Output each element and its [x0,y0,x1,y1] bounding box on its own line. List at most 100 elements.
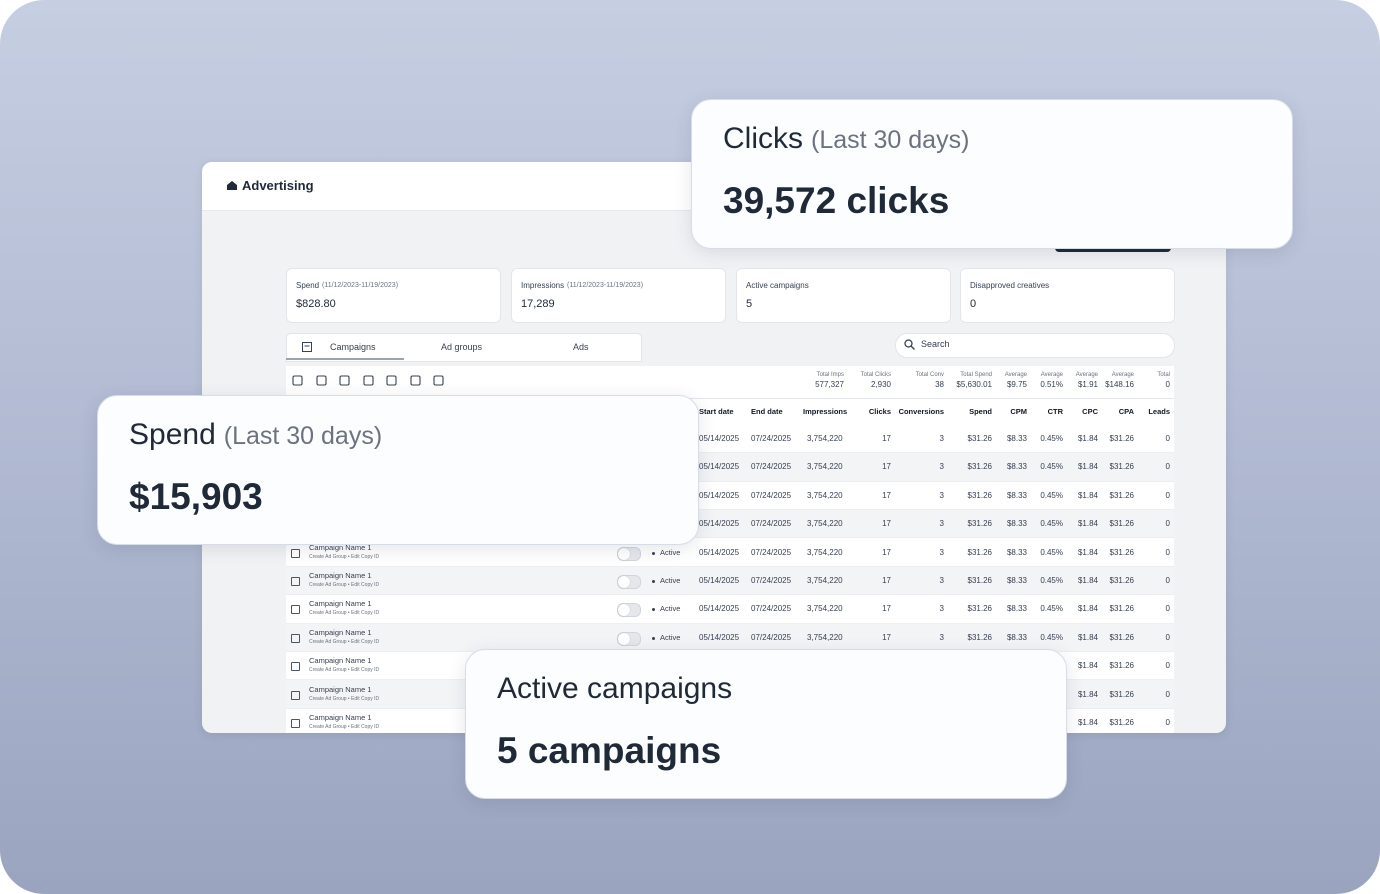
column-header: CPA [1118,407,1134,416]
table-cell: 05/14/2025 [699,490,740,500]
table-cell: 17 [882,576,891,585]
row-checkbox[interactable] [291,690,300,700]
table-cell: $31.26 [967,490,992,500]
table-cell: 0 [1165,689,1170,699]
campaign-links[interactable]: Create Ad Group • Edit Copy ID [309,638,380,645]
campaign-links[interactable]: Create Ad Group • Edit Copy ID [309,724,380,730]
metric-card: Spend (Last 30 days) $15,903 [97,395,699,545]
app-title: Advertising [242,178,314,193]
table-cell: 0 [1165,490,1170,500]
row-checkbox[interactable] [291,548,300,558]
row-checkbox[interactable] [291,605,300,615]
home-icon [227,181,237,190]
toolbar-icon[interactable] [362,375,374,386]
toolbar-icon[interactable] [292,375,303,386]
total-label: Average [1040,372,1063,378]
campaign-name[interactable]: Campaign Name 1 [309,599,372,609]
table-cell: $31.26 [1109,604,1134,614]
toolbar-icon[interactable] [386,375,397,386]
table-cell: $31.26 [967,462,992,472]
toolbar-icon[interactable] [409,375,421,386]
table-cell: $31.26 [1109,434,1134,443]
total-label: Average [1111,372,1134,378]
table-cell: 3 [939,490,944,500]
column-header: Leads [1148,407,1170,416]
tab-icon [302,342,312,352]
table-cell: 17 [882,547,891,557]
table-cell: $1.84 [1077,547,1098,557]
row-checkbox[interactable] [291,662,300,672]
table-cell: 0.45% [1040,576,1063,585]
total-label: Average [1075,372,1098,378]
table-cell: $8.33 [1006,490,1027,500]
metric-value: $15,903 [129,476,263,517]
toggle-knob [618,576,630,588]
table-cell: $31.26 [967,547,992,557]
stat-card: Disapproved creatives 0 [960,268,1175,323]
campaign-links[interactable]: Create Ad Group • Edit Copy ID [309,582,380,588]
row-checkbox[interactable] [291,577,300,586]
table-cell: 0 [1165,718,1170,727]
toolbar-icon[interactable] [315,375,327,386]
row-checkbox[interactable] [291,719,300,728]
search-box[interactable] [895,333,1175,358]
table-cell: 3,754,220 [807,576,843,585]
campaign-name[interactable]: Campaign Name 1 [309,627,372,637]
stat-value: 5 [746,298,753,310]
table-cell: 07/24/2025 [751,632,792,642]
tab[interactable]: Ad groups [441,342,483,352]
table-cell: 07/24/2025 [751,490,792,500]
row-checkbox[interactable] [291,633,300,643]
metric-label: Spend [129,418,216,451]
tab[interactable]: Campaigns [330,342,376,352]
table-cell: $31.26 [1109,632,1134,642]
total-label: Total Clicks [860,372,891,378]
metric-period: (Last 30 days) [223,422,383,450]
table-cell: 3,754,220 [807,547,843,557]
campaign-links[interactable]: Create Ad Group • Edit Copy ID [309,667,380,674]
table-cell: $8.33 [1006,434,1027,443]
table-cell: 05/14/2025 [699,632,740,642]
tab-underline [286,358,404,360]
total-value: 0.51% [1040,380,1063,389]
campaign-name[interactable]: Campaign Name 1 [309,713,372,722]
table-cell: $31.26 [1109,490,1134,500]
stat-value: 0 [970,298,977,310]
table-row [286,566,1174,596]
column-header: Conversions [898,407,944,416]
table-cell: 05/14/2025 [699,547,740,557]
campaign-links[interactable]: Create Ad Group • Edit Copy ID [309,610,380,617]
toolbar-icon[interactable] [339,375,350,386]
tab[interactable]: Ads [573,342,589,352]
table-cell: 0.45% [1040,519,1063,529]
table-cell: 3 [939,576,944,585]
table-cell: $8.33 [1006,519,1027,529]
metric-period: (Last 30 days) [811,126,970,154]
campaign-name[interactable]: Campaign Name 1 [309,542,372,552]
table-cell: $31.26 [1109,547,1134,557]
table-cell: $1.84 [1077,462,1098,472]
campaign-name[interactable]: Campaign Name 1 [309,684,372,694]
total-value: 0 [1165,380,1170,389]
table-cell: $31.26 [1109,718,1134,727]
toolbar-icon[interactable] [433,375,444,386]
total-label: Total Conv [915,372,944,378]
table-cell: 3 [939,519,944,529]
stat-label: Active campaigns [746,281,809,290]
total-label: Total Imps [816,372,844,378]
table-cell: 0 [1165,576,1170,585]
toggle-knob [618,547,630,560]
table-cell: $8.33 [1006,547,1027,557]
table-cell: 05/14/2025 [699,604,740,614]
table-cell: $31.26 [1109,689,1134,699]
campaign-name[interactable]: Campaign Name 1 [309,571,372,580]
table-cell: 0 [1165,462,1170,472]
campaign-links[interactable]: Create Ad Group • Edit Copy ID [309,553,380,560]
table-cell: 07/24/2025 [751,462,792,472]
table-cell: 0.45% [1040,604,1063,614]
campaign-links[interactable]: Create Ad Group • Edit Copy ID [309,695,380,702]
metric-title: Spend (Last 30 days) [129,418,382,452]
campaign-name[interactable]: Campaign Name 1 [309,656,372,666]
total-label: Average [1004,372,1027,378]
